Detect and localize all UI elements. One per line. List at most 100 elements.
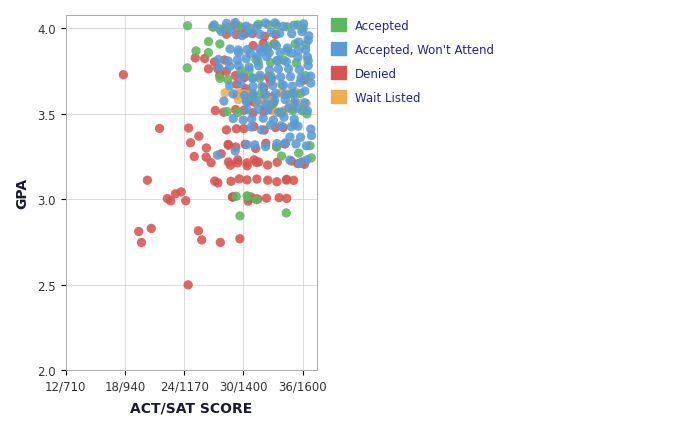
Accepted, Won't Attend [264, 50, 275, 57]
Denied [231, 32, 242, 39]
Accepted, Won't Attend [292, 123, 303, 130]
Accepted, Won't Attend [275, 123, 286, 130]
Wait Listed [290, 90, 301, 97]
Accepted, Won't Attend [239, 92, 250, 99]
Accepted, Won't Attend [230, 20, 241, 27]
Accepted [305, 143, 316, 150]
Denied [240, 141, 251, 148]
Accepted [301, 111, 312, 118]
Accepted [247, 95, 258, 101]
Denied [221, 68, 232, 75]
Accepted, Won't Attend [224, 64, 235, 71]
Denied [218, 26, 229, 33]
Denied [239, 108, 250, 114]
Denied [216, 151, 226, 158]
Wait Listed [279, 108, 290, 114]
Accepted, Won't Attend [213, 57, 224, 64]
Denied [263, 74, 274, 81]
Wait Listed [297, 108, 308, 115]
Accepted, Won't Attend [237, 33, 248, 40]
Accepted, Won't Attend [267, 76, 277, 83]
Accepted, Won't Attend [262, 46, 273, 53]
Accepted [254, 76, 265, 83]
Denied [277, 90, 288, 97]
Accepted, Won't Attend [226, 29, 237, 36]
Accepted [235, 213, 245, 220]
Accepted [223, 25, 234, 32]
Accepted, Won't Attend [258, 116, 269, 123]
Denied [282, 176, 292, 183]
Accepted, Won't Attend [270, 91, 281, 98]
Accepted, Won't Attend [299, 89, 310, 95]
Accepted, Won't Attend [238, 117, 249, 124]
Denied [231, 126, 242, 133]
Denied [258, 109, 269, 116]
Accepted, Won't Attend [241, 98, 252, 105]
Denied [236, 25, 247, 32]
Accepted [256, 90, 267, 97]
Accepted [243, 68, 254, 74]
Wait Listed [262, 99, 273, 106]
Accepted, Won't Attend [303, 33, 314, 40]
Wait Listed [275, 91, 286, 98]
Denied [221, 127, 232, 134]
Denied [183, 125, 194, 132]
Accepted [233, 110, 243, 117]
Denied [241, 86, 252, 93]
Denied [229, 22, 240, 29]
Accepted, Won't Attend [281, 59, 292, 66]
Denied [258, 41, 269, 48]
Accepted, Won't Attend [250, 142, 260, 149]
Denied [258, 102, 269, 109]
Accepted [231, 194, 242, 200]
Accepted [253, 59, 264, 66]
Denied [253, 159, 264, 166]
Accepted, Won't Attend [235, 81, 246, 88]
Accepted, Won't Attend [274, 31, 285, 38]
Denied [239, 75, 250, 82]
Denied [288, 101, 299, 108]
Denied [262, 178, 273, 184]
Denied [209, 178, 220, 185]
Wait Listed [243, 92, 254, 99]
Denied [201, 154, 211, 161]
Accepted [278, 58, 289, 64]
Accepted, Won't Attend [286, 50, 296, 57]
Accepted, Won't Attend [232, 58, 243, 64]
Wait Listed [252, 99, 263, 106]
Denied [276, 111, 287, 117]
Accepted, Won't Attend [285, 74, 296, 81]
Accepted [253, 22, 264, 29]
Accepted, Won't Attend [256, 49, 267, 55]
Accepted [262, 22, 273, 29]
Denied [282, 196, 292, 203]
Denied [175, 189, 186, 196]
Accepted, Won't Attend [256, 127, 267, 134]
Accepted, Won't Attend [268, 117, 279, 124]
Wait Listed [263, 97, 274, 104]
Accepted [214, 27, 225, 34]
Accepted, Won't Attend [230, 148, 241, 155]
Accepted, Won't Attend [257, 84, 268, 91]
Wait Listed [282, 91, 293, 98]
Accepted, Won't Attend [254, 46, 265, 53]
Accepted, Won't Attend [275, 74, 286, 81]
Denied [242, 99, 253, 106]
Accepted [251, 197, 262, 204]
Accepted, Won't Attend [260, 21, 271, 28]
Accepted, Won't Attend [286, 31, 297, 38]
Denied [267, 107, 277, 114]
Accepted, Won't Attend [292, 105, 303, 112]
Accepted, Won't Attend [292, 55, 303, 62]
Denied [267, 95, 278, 101]
Accepted, Won't Attend [254, 73, 265, 80]
Denied [286, 158, 297, 165]
Denied [223, 142, 234, 149]
Denied [248, 43, 258, 50]
Denied [252, 176, 262, 183]
Denied [238, 90, 249, 97]
Accepted [289, 121, 300, 128]
Denied [241, 160, 252, 167]
Wait Listed [271, 110, 282, 117]
Denied [269, 41, 279, 48]
